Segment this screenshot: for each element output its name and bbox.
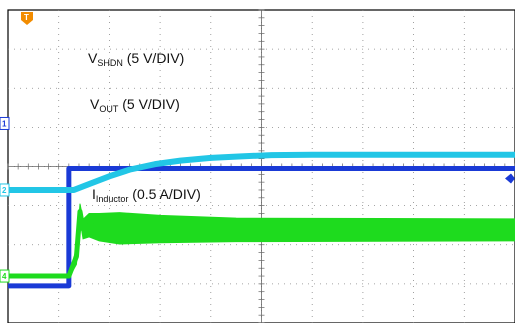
ch1-ground-marker: 1: [0, 117, 9, 129]
trigger-marker: T: [21, 12, 33, 25]
ch4-marker-label: 4: [2, 272, 7, 281]
iinductor-label: IInductor (0.5 A/DIV): [92, 186, 201, 204]
ch1-offscale-diamond: [505, 173, 515, 183]
ch1-marker-label: 1: [2, 119, 7, 128]
ch2-marker-label: 2: [2, 186, 7, 195]
vshdn-label: VSHDN (5 V/DIV): [88, 50, 184, 68]
vout-label: VOUT (5 V/DIV): [90, 96, 180, 114]
trigger-marker-label: T: [24, 13, 29, 22]
ch4-ground-marker: 4: [0, 270, 9, 282]
ch2-ground-marker: 2: [0, 184, 9, 196]
